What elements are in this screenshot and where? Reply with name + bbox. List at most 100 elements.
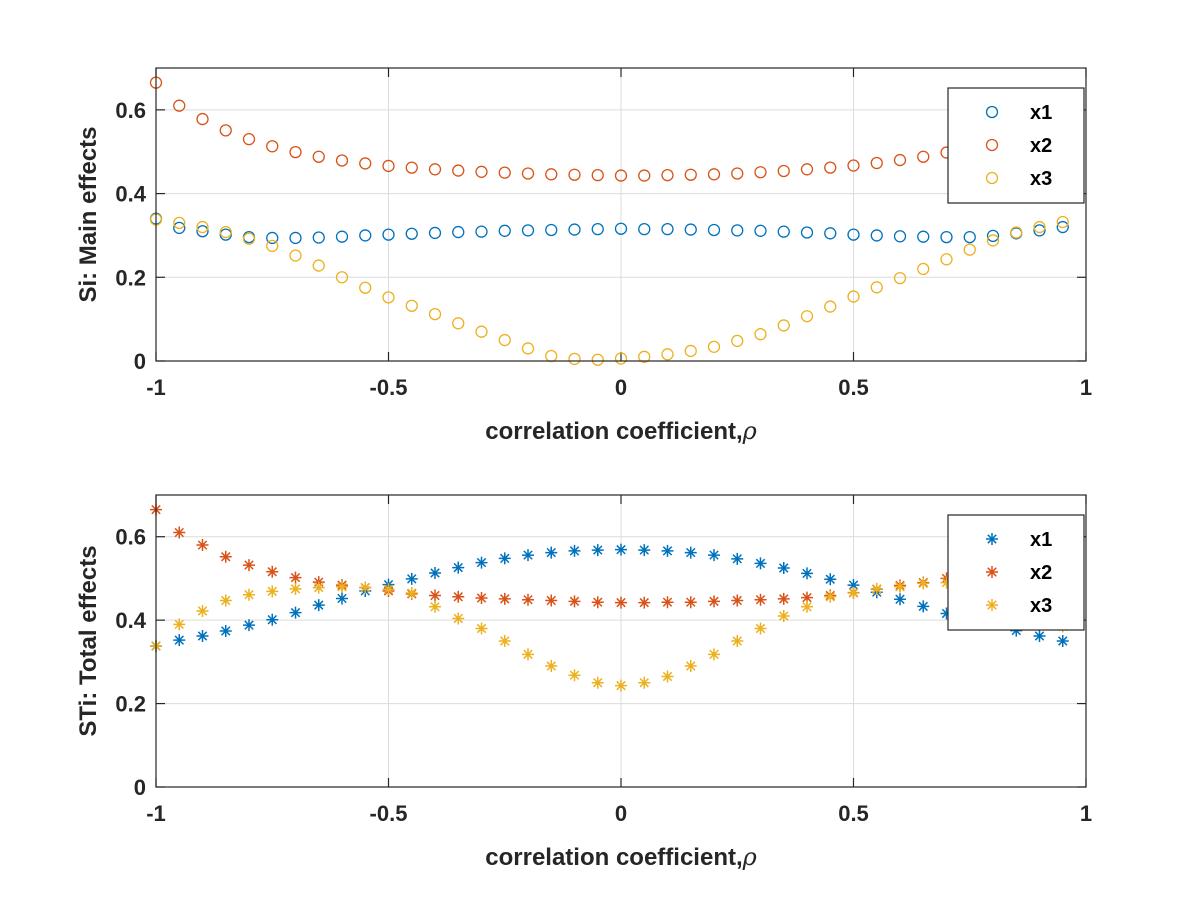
data-point	[359, 581, 372, 594]
data-point	[731, 552, 744, 565]
data-point	[963, 230, 976, 244]
data-point	[521, 342, 535, 355]
x-tick-label: 0	[615, 801, 627, 826]
data-point	[824, 590, 837, 603]
data-point	[452, 225, 465, 239]
data-point	[777, 562, 790, 574]
legend: x1 x2 x3	[947, 514, 1085, 631]
legend: x1 x2 x3	[947, 87, 1085, 204]
data-point	[940, 253, 953, 266]
data-point	[429, 567, 441, 580]
legend-label: x3	[1030, 168, 1052, 190]
data-point	[243, 559, 255, 572]
data-point	[893, 153, 907, 167]
data-point	[986, 234, 1000, 247]
data-point	[173, 216, 186, 230]
data-point	[196, 112, 209, 126]
data-point	[824, 573, 837, 586]
legend-label: x3	[1030, 595, 1052, 617]
x-tick-label: -0.5	[370, 801, 408, 826]
legend-marker	[986, 599, 998, 611]
data-point	[731, 635, 744, 647]
data-point	[289, 606, 302, 619]
data-point	[986, 229, 1000, 242]
data-point	[963, 243, 976, 256]
data-point	[894, 580, 906, 593]
data-point	[242, 133, 256, 146]
data-point	[475, 165, 488, 178]
x-tick-label: 0.5	[838, 801, 869, 826]
data-point	[661, 222, 674, 236]
data-point	[173, 99, 186, 112]
data-point	[522, 593, 534, 606]
data-point	[893, 230, 907, 243]
x-axis-label: correlation coefficient,ρ	[485, 417, 757, 445]
data-point	[266, 585, 279, 598]
data-point	[800, 163, 814, 176]
data-point	[684, 223, 697, 236]
y-tick-label: 0	[134, 775, 146, 800]
data-point	[684, 344, 697, 358]
data-point	[498, 592, 511, 605]
data-point	[335, 271, 349, 284]
data-point	[777, 609, 790, 622]
data-point	[638, 544, 651, 557]
legend-label: x1	[1030, 529, 1052, 551]
data-point	[731, 334, 744, 348]
data-point	[335, 154, 349, 167]
data-point	[219, 124, 232, 137]
x-tick-label: -1	[146, 375, 166, 400]
legend-label: x2	[1030, 135, 1052, 157]
data-point	[498, 333, 511, 347]
data-point	[243, 588, 255, 601]
y-tick-label: 0	[134, 349, 146, 374]
legend-box	[947, 87, 1085, 204]
data-point	[661, 544, 674, 557]
data-point	[568, 168, 581, 181]
subplot-2: -1 -0.5 0 0.5 1 0 0.2 0.4 0.6 correlation coeffic…	[75, 494, 1092, 871]
data-point	[824, 161, 837, 174]
data-point	[824, 300, 837, 313]
y-tick-label: 0.4	[115, 608, 146, 633]
data-point	[382, 291, 395, 304]
data-point	[382, 159, 395, 173]
data-point	[452, 561, 465, 574]
data-point	[429, 600, 441, 613]
legend-label: x1	[1030, 102, 1052, 124]
data-point	[266, 239, 279, 253]
data-point	[708, 595, 720, 608]
data-point	[475, 592, 488, 605]
data-point	[661, 596, 674, 609]
data-point	[196, 629, 209, 642]
data-point	[196, 604, 209, 617]
data-point	[708, 648, 720, 661]
data-point	[1033, 629, 1046, 642]
data-point	[521, 224, 535, 237]
y-tick-label: 0.2	[115, 692, 146, 717]
data-point	[405, 299, 418, 312]
data-point	[289, 249, 302, 262]
data-point	[707, 340, 721, 353]
data-point	[870, 582, 883, 595]
data-point	[382, 228, 395, 241]
data-point	[498, 635, 511, 647]
axes-box	[155, 67, 1087, 362]
data-point	[661, 348, 674, 361]
x-tick-label: -1	[146, 801, 166, 826]
data-point	[405, 572, 418, 585]
data-point	[801, 600, 813, 613]
data-point	[591, 676, 604, 689]
data-point	[196, 539, 209, 552]
data-point	[359, 157, 372, 170]
legend-marker	[986, 566, 998, 578]
data-point	[754, 224, 767, 237]
data-point	[568, 352, 581, 366]
data-point	[312, 259, 325, 272]
data-point	[568, 595, 581, 608]
data-point	[940, 230, 953, 244]
data-point	[847, 579, 860, 592]
data-point	[801, 567, 813, 580]
data-point	[870, 156, 883, 170]
data-point	[545, 546, 558, 559]
data-point	[428, 307, 442, 321]
